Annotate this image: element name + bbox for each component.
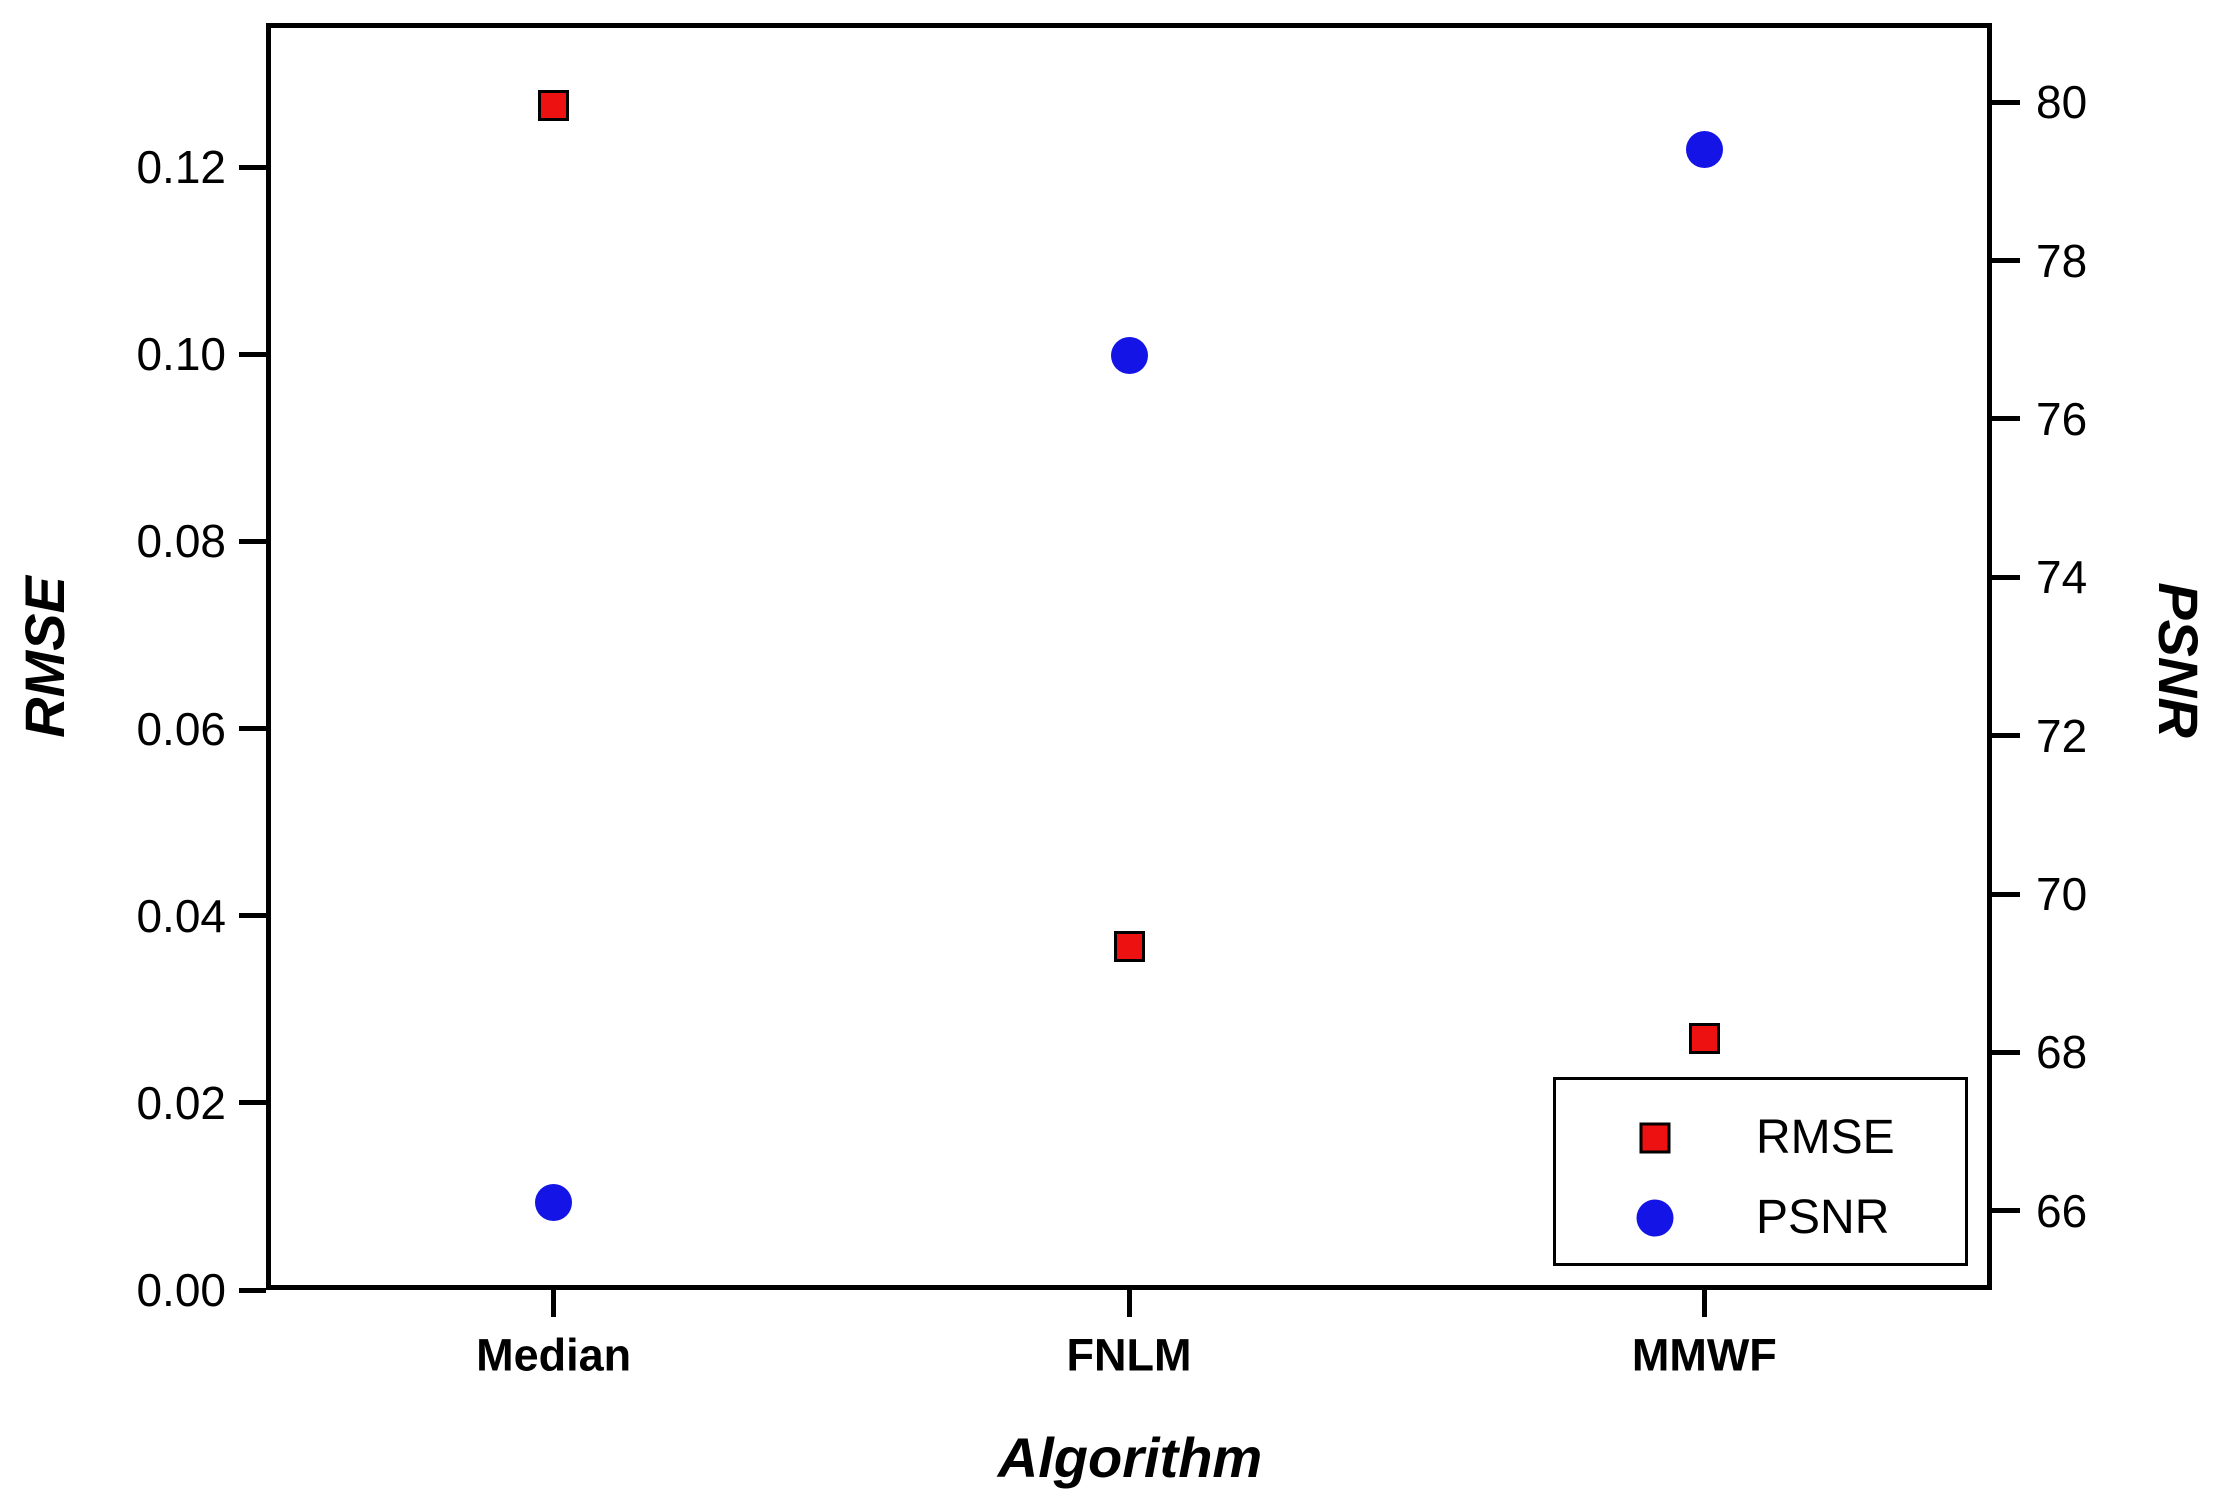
x-axis-tick (1701, 1290, 1707, 1317)
marker-rmse-mmwf (1688, 1022, 1720, 1054)
right-axis-tick-label: 74 (2036, 551, 2088, 604)
marker-psnr-mmwf (1685, 131, 1723, 169)
right-axis-tick (1992, 416, 2020, 422)
right-axis-tick (1992, 574, 2020, 580)
right-axis-tick-label: 66 (2036, 1184, 2088, 1237)
legend-label-psnr: PSNR (1756, 1191, 1890, 1244)
marker-rmse-median (538, 89, 570, 121)
left-axis-tick-label: 0.04 (136, 889, 226, 942)
left-axis-tick-label: 0.08 (136, 515, 226, 568)
right-axis-tick (1992, 1049, 2020, 1055)
marker-psnr-median (535, 1184, 573, 1222)
left-axis-tick (239, 913, 266, 919)
right-axis-tick-label: 76 (2036, 392, 2088, 445)
right-axis-tick-label: 72 (2036, 709, 2088, 762)
legend: RMSE PSNR (1553, 1077, 1968, 1266)
x-axis-title: Algorithm (997, 1426, 1263, 1489)
x-axis-tick (551, 1290, 557, 1317)
left-axis-tick (239, 538, 266, 544)
right-axis-tick-label: 80 (2036, 76, 2088, 129)
right-axis-tick-label: 78 (2036, 234, 2088, 287)
left-axis-tick-label: 0.10 (136, 328, 226, 381)
right-axis-tick (1992, 1208, 2020, 1214)
left-axis-tick-label: 0.12 (136, 141, 226, 194)
legend-swatch-psnr (1636, 1199, 1674, 1237)
marker-psnr-fnlm (1110, 337, 1148, 375)
right-axis-tick-label: 70 (2036, 868, 2088, 921)
x-axis-category-label: FNLM (1066, 1329, 1192, 1381)
left-axis-tick-label: 0.06 (136, 702, 226, 755)
x-axis-category-label: Median (476, 1329, 632, 1381)
left-axis-tick-label: 0.00 (136, 1264, 226, 1316)
right-axis-tick-label: 68 (2036, 1026, 2088, 1079)
right-axis-tick (1992, 99, 2020, 105)
legend-label-rmse: RMSE (1756, 1111, 1895, 1164)
left-axis-tick-label: 0.02 (136, 1076, 226, 1129)
left-axis-tick (239, 351, 266, 357)
plot-frame (266, 23, 1992, 1290)
left-axis-tick (239, 726, 266, 732)
right-axis-tick (1992, 891, 2020, 897)
legend-swatch-rmse (1639, 1122, 1671, 1154)
x-axis-tick (1126, 1290, 1132, 1317)
right-axis-tick (1992, 258, 2020, 264)
right-axis-tick (1992, 733, 2020, 739)
left-axis-tick (239, 1100, 266, 1106)
left-axis-tick (239, 1287, 266, 1293)
marker-rmse-fnlm (1113, 931, 1145, 963)
x-axis-category-label: MMWF (1631, 1329, 1777, 1381)
right-axis-title: PSNR (2147, 582, 2210, 738)
left-axis-tick (239, 164, 266, 170)
